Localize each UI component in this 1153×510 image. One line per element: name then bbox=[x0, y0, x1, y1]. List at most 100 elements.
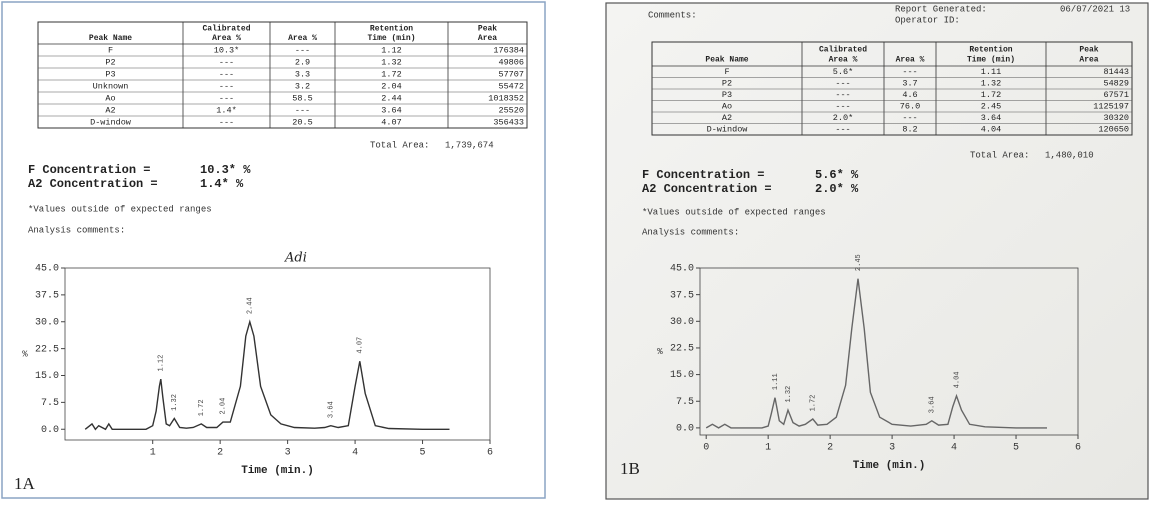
column-header: Area % bbox=[288, 34, 317, 43]
table-cell: 1.32 bbox=[381, 57, 401, 67]
peak-label: 4.07 bbox=[357, 337, 365, 354]
peak-label: 1.12 bbox=[158, 355, 166, 372]
table-cell: 57707 bbox=[498, 69, 524, 79]
footnote: *Values outside of expected ranges bbox=[28, 204, 212, 214]
table-cell: 1.72 bbox=[981, 90, 1001, 100]
column-header: Calibrated bbox=[819, 45, 867, 54]
x-tick-label: 6 bbox=[1075, 443, 1081, 454]
x-tick-label: 0 bbox=[703, 443, 709, 454]
table-cell: 25520 bbox=[498, 105, 524, 115]
table-cell: --- bbox=[219, 69, 234, 79]
total-area-label: Total Area: bbox=[370, 140, 429, 150]
table-cell: --- bbox=[835, 102, 850, 112]
table-cell: 20.5 bbox=[292, 117, 312, 127]
table-cell: 10.3* bbox=[214, 45, 240, 55]
x-axis-label: Time (min.) bbox=[853, 460, 926, 472]
footnote: *Values outside of expected ranges bbox=[642, 207, 826, 217]
column-header: Area bbox=[478, 34, 497, 43]
column-header: Calibrated bbox=[202, 25, 250, 34]
table-cell: 54829 bbox=[1103, 79, 1129, 89]
table-cell: P2 bbox=[722, 79, 732, 89]
report-header-label: Report Generated: bbox=[895, 4, 987, 14]
peak-label: 1.32 bbox=[785, 386, 793, 403]
table-cell: 4.04 bbox=[981, 125, 1001, 135]
y-tick-label: 30.0 bbox=[35, 317, 59, 328]
table-cell: 76.0 bbox=[900, 102, 920, 112]
column-header: Retention bbox=[969, 45, 1012, 54]
concentration-label: A2 Concentration = bbox=[642, 182, 772, 196]
table-cell: D-window bbox=[707, 125, 749, 135]
table-cell: Ao bbox=[105, 93, 115, 103]
concentration-label: F Concentration = bbox=[642, 168, 764, 182]
table-cell: P3 bbox=[722, 90, 732, 100]
table-cell: 1.4* bbox=[216, 105, 236, 115]
peak-label: 2.45 bbox=[855, 254, 863, 271]
y-axis-label: % bbox=[22, 349, 28, 359]
y-tick-label: 37.5 bbox=[35, 291, 59, 302]
panel-label: 1B bbox=[620, 459, 640, 478]
y-tick-label: 30.0 bbox=[670, 317, 694, 328]
table-cell: 1.12 bbox=[381, 45, 401, 55]
report-header-label: Operator ID: bbox=[895, 15, 960, 25]
table-cell: 3.7 bbox=[902, 79, 917, 89]
table-cell: Ao bbox=[722, 102, 732, 112]
table-cell: F bbox=[108, 45, 113, 55]
column-header: Area % bbox=[829, 55, 858, 64]
table-cell: --- bbox=[219, 81, 234, 91]
panel-label: 1A bbox=[14, 474, 36, 493]
panel-frame bbox=[2, 2, 545, 498]
table-cell: 120650 bbox=[1098, 125, 1129, 135]
table-cell: 2.44 bbox=[381, 93, 401, 103]
table-cell: --- bbox=[219, 117, 234, 127]
table-cell: 4.6 bbox=[902, 90, 917, 100]
column-header: Area % bbox=[896, 55, 925, 64]
report-header-label: Comments: bbox=[648, 10, 697, 20]
y-axis-label: % bbox=[657, 347, 663, 357]
table-cell: 356433 bbox=[493, 117, 524, 127]
column-header: Peak bbox=[478, 25, 497, 34]
table-cell: F bbox=[724, 67, 729, 77]
table-cell: 176384 bbox=[493, 45, 524, 55]
x-tick-label: 3 bbox=[285, 448, 291, 459]
x-tick-label: 4 bbox=[951, 443, 957, 454]
table-cell: --- bbox=[902, 113, 917, 123]
x-tick-label: 6 bbox=[487, 448, 493, 459]
table-cell: 30320 bbox=[1103, 113, 1129, 123]
table-cell: --- bbox=[295, 45, 310, 55]
total-area-label: Total Area: bbox=[970, 150, 1029, 160]
table-cell: 58.5 bbox=[292, 93, 312, 103]
table-cell: D-window bbox=[90, 117, 132, 127]
peak-label: 3.64 bbox=[328, 401, 336, 418]
peak-label: 2.04 bbox=[220, 398, 228, 415]
table-cell: --- bbox=[902, 67, 917, 77]
comments-label: Analysis comments: bbox=[28, 225, 125, 235]
table-cell: 1.72 bbox=[381, 69, 401, 79]
table-cell: 81443 bbox=[1103, 67, 1129, 77]
concentration-value: 1.4* % bbox=[200, 177, 244, 191]
x-tick-label: 2 bbox=[217, 448, 223, 459]
table-cell: 1.11 bbox=[981, 67, 1001, 77]
column-header: Peak bbox=[1079, 45, 1098, 54]
table-cell: P2 bbox=[105, 57, 115, 67]
column-header: Peak Name bbox=[89, 34, 132, 43]
table-cell: 3.3 bbox=[295, 69, 310, 79]
table-cell: 2.45 bbox=[981, 102, 1001, 112]
column-header: Time (min) bbox=[967, 55, 1015, 64]
y-tick-label: 15.0 bbox=[35, 371, 59, 382]
table-cell: 8.2 bbox=[902, 125, 917, 135]
table-cell: 3.2 bbox=[295, 81, 310, 91]
concentration-label: A2 Concentration = bbox=[28, 177, 158, 191]
column-header: Area % bbox=[212, 34, 241, 43]
y-tick-label: 7.5 bbox=[41, 398, 59, 409]
y-tick-label: 45.0 bbox=[670, 264, 694, 275]
peak-label: 4.04 bbox=[953, 372, 961, 389]
peak-label: 1.11 bbox=[772, 373, 780, 390]
table-cell: A2 bbox=[105, 105, 115, 115]
y-tick-label: 37.5 bbox=[670, 290, 694, 301]
peak-label: 1.32 bbox=[171, 394, 179, 411]
table-cell: 55472 bbox=[498, 81, 524, 91]
table-cell: 1.32 bbox=[981, 79, 1001, 89]
x-tick-label: 5 bbox=[420, 448, 426, 459]
column-header: Peak Name bbox=[705, 55, 748, 64]
concentration-label: F Concentration = bbox=[28, 163, 150, 177]
